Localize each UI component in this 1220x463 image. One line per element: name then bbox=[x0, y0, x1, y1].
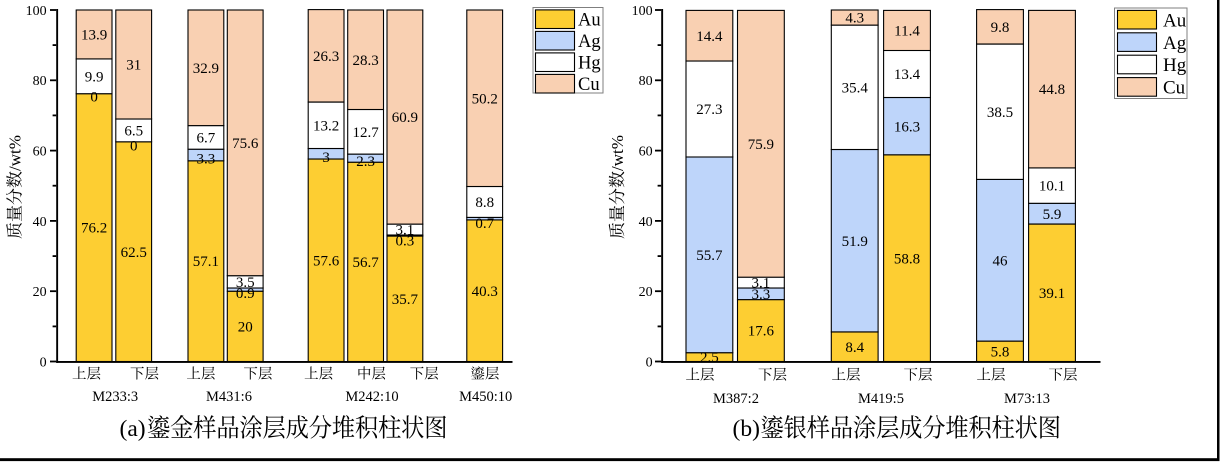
svg-text:57.1: 57.1 bbox=[193, 254, 219, 270]
svg-text:13.4: 13.4 bbox=[894, 67, 921, 83]
svg-text:3.3: 3.3 bbox=[752, 287, 771, 303]
svg-text:27.3: 27.3 bbox=[696, 102, 722, 118]
svg-text:(a): (a) bbox=[120, 416, 146, 442]
svg-text:2.3: 2.3 bbox=[356, 154, 375, 170]
svg-text:76.2: 76.2 bbox=[81, 221, 107, 237]
svg-text:Ag: Ag bbox=[1163, 33, 1187, 54]
svg-text:28.3: 28.3 bbox=[352, 53, 378, 69]
svg-text:75.9: 75.9 bbox=[748, 137, 774, 153]
svg-text:57.6: 57.6 bbox=[313, 253, 340, 269]
svg-text:17.6: 17.6 bbox=[748, 324, 775, 340]
svg-text:100: 100 bbox=[26, 4, 47, 19]
svg-text:38.5: 38.5 bbox=[987, 105, 1013, 121]
svg-text:40.3: 40.3 bbox=[472, 284, 498, 300]
svg-text:6.7: 6.7 bbox=[197, 131, 216, 147]
svg-text:31: 31 bbox=[126, 58, 141, 74]
svg-text:0: 0 bbox=[40, 355, 47, 370]
svg-text:8.8: 8.8 bbox=[475, 195, 494, 211]
svg-text:(b): (b) bbox=[733, 416, 760, 442]
svg-text:3: 3 bbox=[322, 150, 330, 166]
svg-text:32.9: 32.9 bbox=[193, 61, 219, 77]
svg-text:20: 20 bbox=[33, 285, 47, 300]
svg-text:55.7: 55.7 bbox=[696, 248, 723, 264]
svg-text:3.5: 3.5 bbox=[236, 275, 255, 291]
svg-text:14.4: 14.4 bbox=[696, 29, 723, 45]
svg-text:Ag: Ag bbox=[578, 32, 601, 52]
svg-text:80: 80 bbox=[33, 74, 47, 89]
svg-text:39.1: 39.1 bbox=[1039, 286, 1065, 302]
svg-text:11.4: 11.4 bbox=[894, 24, 920, 40]
svg-text:0: 0 bbox=[90, 90, 98, 106]
svg-text:M73:13: M73:13 bbox=[1004, 391, 1050, 407]
svg-text:6.5: 6.5 bbox=[124, 124, 143, 140]
svg-text:4.3: 4.3 bbox=[845, 11, 864, 27]
svg-text:Hg: Hg bbox=[578, 53, 601, 73]
svg-text:20: 20 bbox=[639, 285, 653, 300]
svg-text:58.8: 58.8 bbox=[894, 251, 920, 267]
svg-text:5.8: 5.8 bbox=[991, 344, 1010, 360]
svg-text:75.6: 75.6 bbox=[232, 136, 259, 152]
svg-text:0: 0 bbox=[130, 138, 138, 154]
svg-text:60.9: 60.9 bbox=[392, 110, 418, 126]
svg-text:26.3: 26.3 bbox=[313, 49, 339, 65]
svg-text:51.9: 51.9 bbox=[842, 234, 868, 250]
svg-text:3.3: 3.3 bbox=[197, 152, 216, 168]
svg-text:Hg: Hg bbox=[1163, 55, 1187, 76]
svg-text:/wt%: /wt% bbox=[608, 135, 627, 171]
svg-text:Au: Au bbox=[578, 10, 601, 30]
svg-text:M431:6: M431:6 bbox=[206, 389, 252, 405]
svg-text:35.7: 35.7 bbox=[392, 292, 419, 308]
svg-text:12.7: 12.7 bbox=[352, 125, 379, 141]
svg-text:3.1: 3.1 bbox=[396, 223, 415, 239]
svg-text:40: 40 bbox=[33, 215, 47, 230]
svg-text:Cu: Cu bbox=[1163, 78, 1186, 99]
svg-text:3.1: 3.1 bbox=[752, 276, 771, 292]
svg-text:35.4: 35.4 bbox=[842, 80, 869, 96]
svg-text:M233:3: M233:3 bbox=[92, 389, 138, 405]
svg-text:40: 40 bbox=[639, 215, 653, 230]
svg-text:44.8: 44.8 bbox=[1039, 82, 1065, 98]
svg-text:9.8: 9.8 bbox=[991, 20, 1010, 36]
svg-text:0.3: 0.3 bbox=[396, 234, 415, 250]
svg-text:2.5: 2.5 bbox=[700, 350, 719, 366]
svg-text:80: 80 bbox=[639, 74, 653, 89]
svg-text:0: 0 bbox=[646, 355, 653, 370]
svg-text:56.7: 56.7 bbox=[352, 255, 379, 271]
svg-text:60: 60 bbox=[33, 145, 47, 160]
svg-text:13.2: 13.2 bbox=[313, 118, 339, 134]
svg-text:16.3: 16.3 bbox=[894, 119, 920, 135]
svg-text:20: 20 bbox=[238, 320, 253, 336]
svg-text:100: 100 bbox=[632, 4, 653, 19]
svg-text:M387:2: M387:2 bbox=[713, 391, 759, 407]
svg-text:M419:5: M419:5 bbox=[858, 391, 904, 407]
svg-text:10.1: 10.1 bbox=[1039, 179, 1065, 195]
svg-text:/wt%: /wt% bbox=[6, 135, 25, 171]
svg-text:5.9: 5.9 bbox=[1043, 207, 1062, 223]
svg-text:62.5: 62.5 bbox=[121, 245, 147, 261]
svg-text:60: 60 bbox=[639, 145, 653, 160]
svg-text:50.2: 50.2 bbox=[472, 91, 498, 107]
svg-text:13.9: 13.9 bbox=[81, 28, 107, 44]
svg-text:M450:10: M450:10 bbox=[459, 389, 512, 405]
svg-text:Cu: Cu bbox=[578, 75, 600, 95]
svg-text:46: 46 bbox=[993, 253, 1009, 269]
svg-text:9.9: 9.9 bbox=[85, 69, 104, 85]
svg-text:0.7: 0.7 bbox=[475, 216, 494, 232]
svg-text:0.9: 0.9 bbox=[236, 286, 255, 302]
svg-text:Au: Au bbox=[1163, 10, 1187, 31]
svg-text:8.4: 8.4 bbox=[845, 340, 864, 356]
svg-text:M242:10: M242:10 bbox=[345, 389, 398, 405]
